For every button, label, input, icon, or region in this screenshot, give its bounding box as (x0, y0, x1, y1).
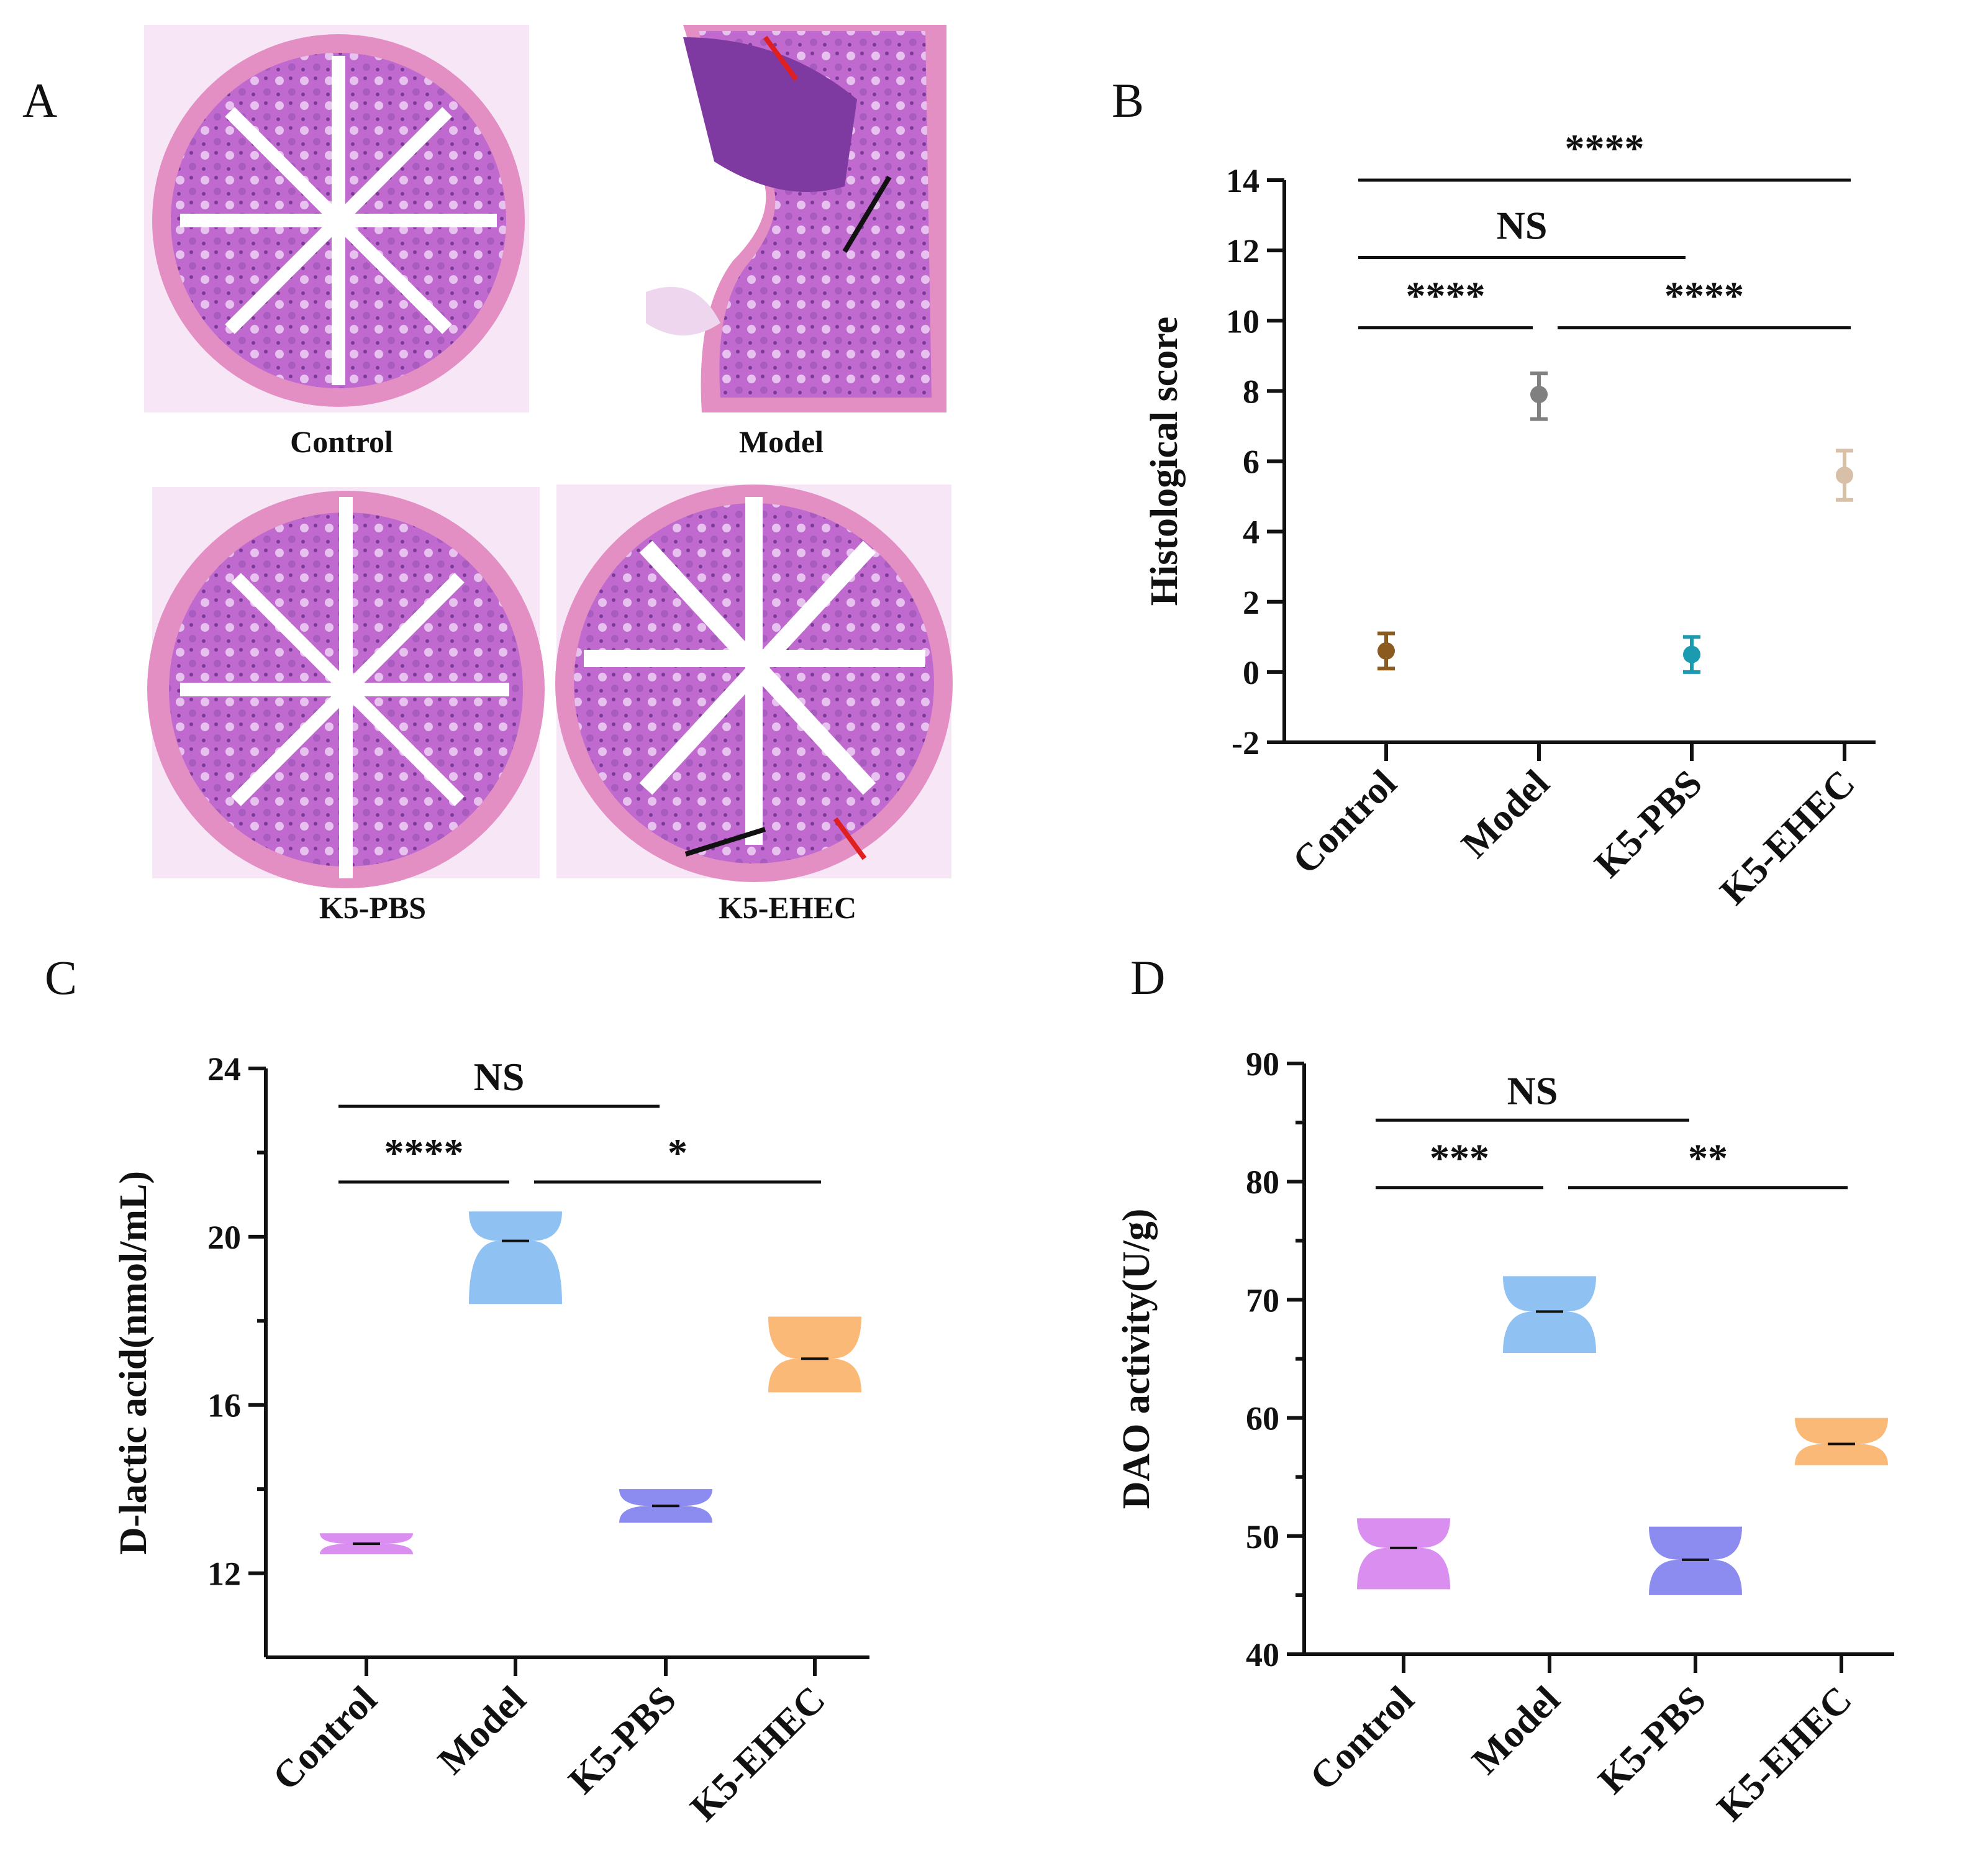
x-label-control: Control (1284, 762, 1404, 882)
x-label-model: Model (1464, 1678, 1568, 1782)
significance-label: ** (1688, 1136, 1728, 1180)
y-tick-label: 12 (207, 1555, 241, 1593)
data-point-k5-pbs (1683, 645, 1700, 663)
y-axis-title: Histological score (1143, 317, 1186, 606)
histology-label-model: Model (739, 424, 824, 459)
significance-label: * (668, 1131, 688, 1175)
significance-label: **** (1565, 126, 1645, 170)
y-axis-title: DAO activity(U/g) (1115, 1209, 1158, 1509)
panel-letter-c: C (45, 950, 77, 1004)
dao-activity-chart: 40 50 60 70 80 90 DAO activity(U/g) Control Mode… (1115, 1045, 1894, 1829)
y-tick-label: 12 (1226, 232, 1259, 270)
x-label-control: Control (1302, 1678, 1422, 1798)
y-tick-label: 70 (1246, 1282, 1279, 1319)
y-tick-label: -2 (1232, 724, 1259, 762)
significance-label: *** (1430, 1136, 1489, 1180)
x-label-model: Model (430, 1678, 533, 1782)
y-tick-label: 10 (1226, 303, 1259, 340)
histology-label-k5-pbs: K5-PBS (319, 890, 426, 925)
significance-label: **** (1664, 274, 1744, 318)
x-label-model: Model (1453, 762, 1557, 866)
x-label-k5-pbs: K5-PBS (561, 1678, 684, 1802)
x-label-k5-ehec: K5-EHEC (683, 1678, 833, 1829)
violin-k5-ehec (1795, 1418, 1888, 1465)
y-tick-label: 40 (1246, 1636, 1279, 1673)
histology-label-k5-ehec: K5-EHEC (719, 890, 856, 925)
histological-score-chart: -2 0 2 4 6 8 10 12 14 Histological score Control Mo… (1143, 126, 1876, 913)
y-tick-label: 16 (207, 1387, 241, 1424)
significance-label: NS (1507, 1068, 1558, 1113)
x-label-k5-pbs: K5-PBS (1591, 1678, 1714, 1802)
violin-k5-ehec (768, 1316, 861, 1393)
y-tick-label: 8 (1243, 373, 1259, 410)
significance-label: **** (1406, 274, 1486, 318)
significance-label: NS (1497, 203, 1548, 247)
y-tick-label: 60 (1246, 1400, 1279, 1437)
y-tick-label: 0 (1243, 654, 1259, 691)
x-label-control: Control (265, 1678, 384, 1798)
histology-label-control: Control (290, 424, 393, 459)
x-label-k5-ehec: K5-EHEC (1709, 1678, 1860, 1829)
histology-image-model (549, 25, 946, 412)
y-tick-label: 6 (1243, 444, 1259, 481)
violin-model (1503, 1276, 1596, 1353)
histology-image-k5-pbs (147, 487, 545, 888)
y-tick-label: 4 (1243, 514, 1259, 551)
x-label-k5-pbs: K5-PBS (1587, 762, 1710, 886)
y-tick-label: 50 (1246, 1518, 1279, 1555)
x-label-k5-ehec: K5-EHEC (1712, 762, 1863, 913)
y-tick-label: 80 (1246, 1163, 1279, 1201)
y-tick-label: 90 (1246, 1045, 1279, 1083)
panel-letter-b: B (1112, 73, 1144, 127)
y-tick-label: 24 (207, 1050, 241, 1088)
histology-image-control (144, 25, 529, 412)
y-tick-label: 20 (207, 1219, 241, 1256)
panel-letter-d: D (1130, 950, 1165, 1004)
data-point-model (1530, 386, 1548, 404)
data-point-control (1377, 642, 1395, 660)
panel-letter-a: A (22, 73, 57, 127)
histology-image-k5-ehec (555, 485, 953, 882)
violin-model (469, 1211, 562, 1305)
significance-label: **** (384, 1131, 464, 1175)
data-point-k5-ehec (1836, 467, 1853, 485)
violin-control (1357, 1518, 1450, 1590)
y-axis-title: D-lactic acid(nmol/mL) (112, 1171, 155, 1555)
d-lactic-acid-chart: 12 16 20 24 D-lactic acid(nmol/mL) Control Mod… (112, 1050, 869, 1829)
y-tick-label: 2 (1243, 584, 1259, 621)
y-tick-label: 14 (1226, 162, 1259, 199)
significance-label: NS (474, 1055, 525, 1099)
